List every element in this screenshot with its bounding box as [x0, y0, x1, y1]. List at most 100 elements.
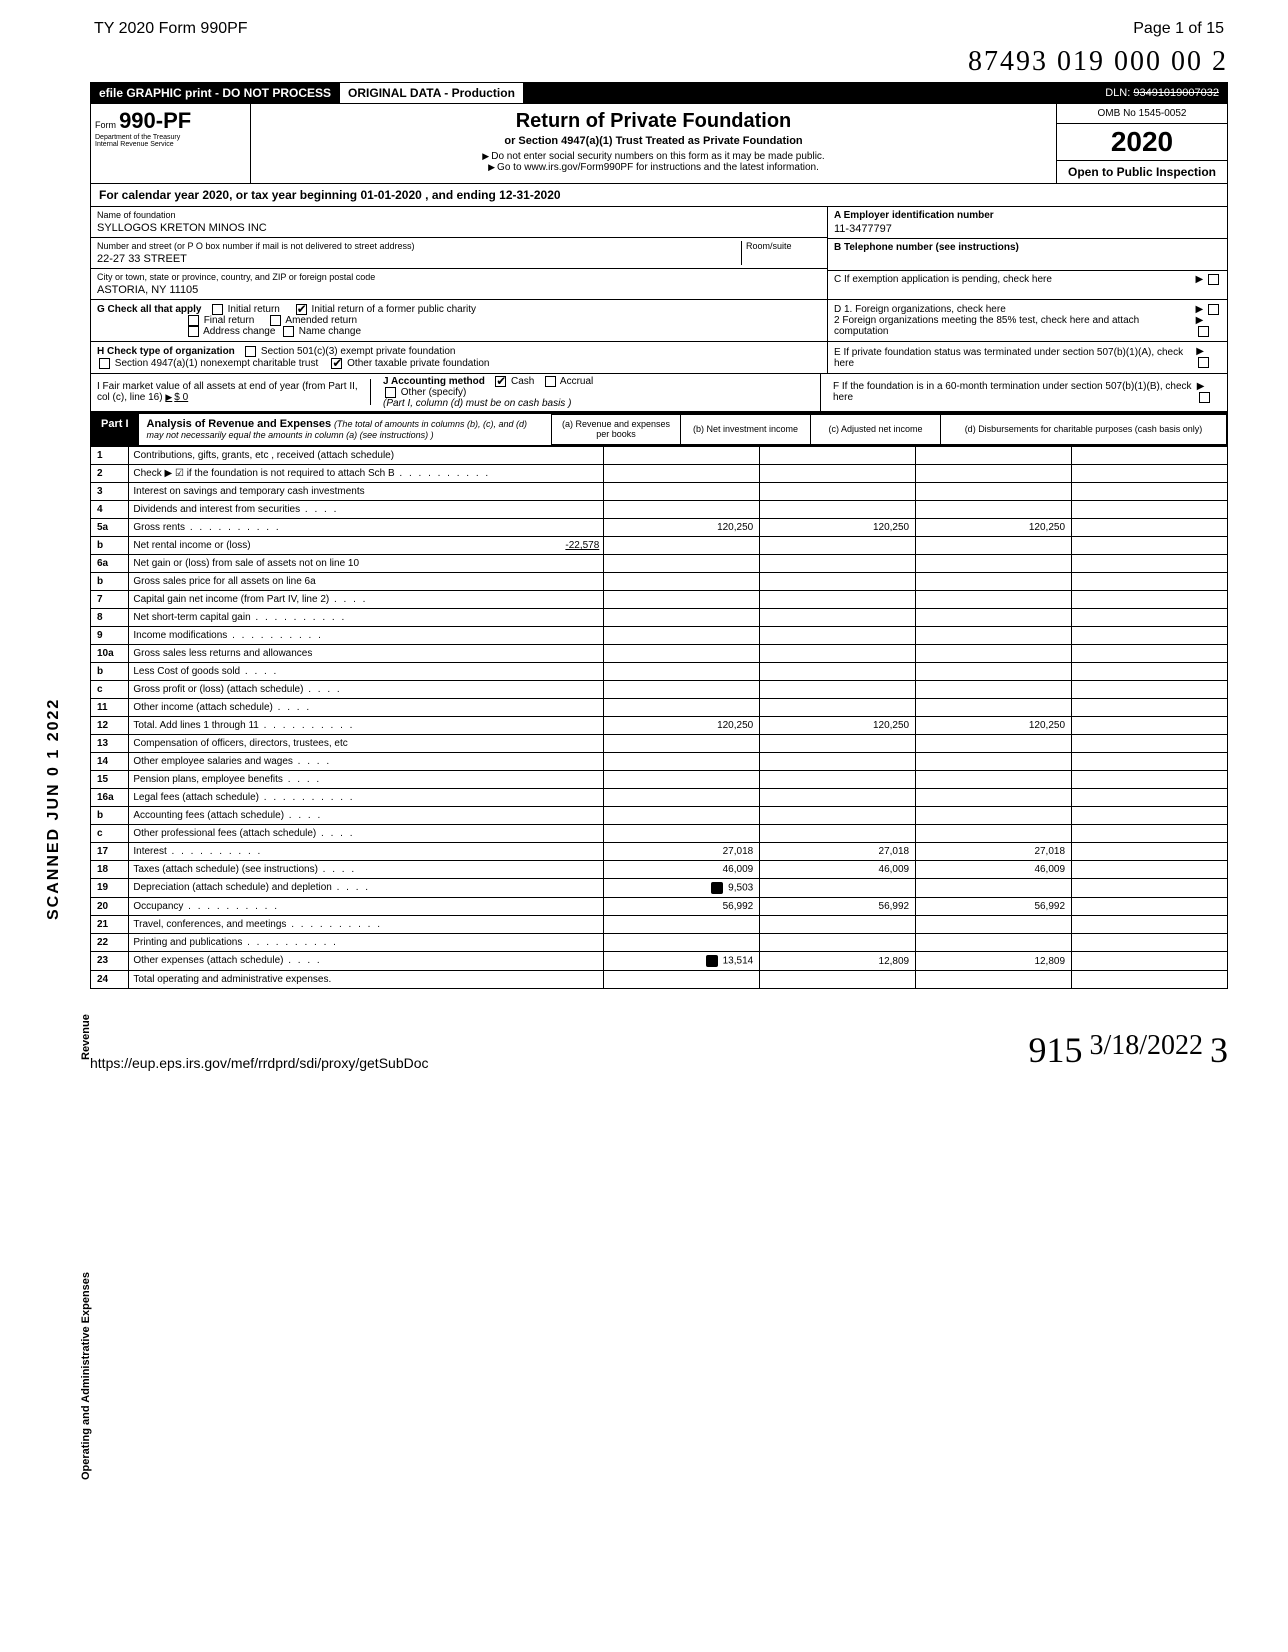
- scanned-stamp: SCANNED JUN 0 1 2022: [45, 698, 63, 920]
- checkbox-final-return[interactable]: [188, 315, 199, 326]
- line-label: Accounting fees (attach schedule): [129, 806, 604, 824]
- e-label: E If private foundation status was termi…: [834, 347, 1196, 369]
- section-i: I Fair market value of all assets at end…: [91, 379, 371, 405]
- col-c-cell: [916, 536, 1072, 554]
- col-b-cell: [760, 500, 916, 518]
- checkbox-d2[interactable]: [1198, 326, 1209, 337]
- col-d-cell: [1072, 806, 1228, 824]
- checkbox-name-change[interactable]: [283, 326, 294, 337]
- line-label: Capital gain net income (from Part IV, l…: [129, 590, 604, 608]
- checkbox-accrual[interactable]: [545, 376, 556, 387]
- col-a-cell: [604, 464, 760, 482]
- checkbox-e[interactable]: [1198, 357, 1209, 368]
- col-c-cell: [916, 500, 1072, 518]
- line-number: 17: [91, 842, 129, 860]
- col-c-cell: [916, 752, 1072, 770]
- col-d-cell: [1072, 734, 1228, 752]
- col-d-cell: [1072, 572, 1228, 590]
- col-c-cell: 12,809: [916, 951, 1072, 970]
- opt-other-accounting: Other (specify): [401, 387, 467, 398]
- line-row: 3Interest on savings and temporary cash …: [91, 482, 1228, 500]
- col-d-cell: [1072, 608, 1228, 626]
- line-row: 17Interest27,01827,01827,018: [91, 842, 1228, 860]
- col-a-cell: [604, 824, 760, 842]
- processing-bar: efile GRAPHIC print - DO NOT PROCESS ORI…: [90, 82, 1228, 104]
- col-c-cell: [916, 644, 1072, 662]
- line-row: 20Occupancy56,99256,99256,992: [91, 897, 1228, 915]
- col-d-cell: [1072, 752, 1228, 770]
- line-number: b: [91, 806, 129, 824]
- col-d-cell: [1072, 842, 1228, 860]
- col-d-header: (d) Disbursements for charitable purpose…: [941, 414, 1227, 445]
- line-label: Other professional fees (attach schedule…: [129, 824, 604, 842]
- line-row: 1Contributions, gifts, grants, etc , rec…: [91, 446, 1228, 464]
- line-label: Pension plans, employee benefits: [129, 770, 604, 788]
- col-a-cell: [604, 770, 760, 788]
- part1-title-box: Analysis of Revenue and Expenses (The to…: [139, 414, 551, 445]
- col-a-cell: [604, 970, 760, 988]
- line-row: 11Other income (attach schedule): [91, 698, 1228, 716]
- line-label: Other employee salaries and wages: [129, 752, 604, 770]
- col-c-cell: [916, 698, 1072, 716]
- col-b-cell: 27,018: [760, 842, 916, 860]
- opt-initial-return-former: Initial return of a former public charit…: [312, 304, 477, 315]
- col-a-cell: [604, 734, 760, 752]
- line-row: 12Total. Add lines 1 through 11120,25012…: [91, 716, 1228, 734]
- col-d-cell: [1072, 626, 1228, 644]
- checkbox-501c3[interactable]: [245, 346, 256, 357]
- line-number: 13: [91, 734, 129, 752]
- col-a-cell: [604, 590, 760, 608]
- col-c-cell: [916, 446, 1072, 464]
- col-b-cell: [760, 933, 916, 951]
- line-number: 21: [91, 915, 129, 933]
- col-b-cell: 120,250: [760, 518, 916, 536]
- part1-table: 1Contributions, gifts, grants, etc , rec…: [90, 446, 1228, 989]
- checkbox-amended-return[interactable]: [270, 315, 281, 326]
- line-number: 3: [91, 482, 129, 500]
- checkbox-address-change[interactable]: [188, 326, 199, 337]
- section-h: H Check type of organization Section 501…: [91, 342, 827, 372]
- col-d-cell: [1072, 482, 1228, 500]
- col-b-cell: [760, 464, 916, 482]
- col-b-cell: [760, 536, 916, 554]
- checkbox-other-taxable[interactable]: [331, 358, 342, 369]
- line-row: 6aNet gain or (loss) from sale of assets…: [91, 554, 1228, 572]
- col-c-cell: [916, 464, 1072, 482]
- line-number: 1: [91, 446, 129, 464]
- line-number: 14: [91, 752, 129, 770]
- checkbox-c[interactable]: [1208, 274, 1219, 285]
- form-prefix: Form: [95, 120, 116, 130]
- col-c-cell: [916, 824, 1072, 842]
- line-row: bLess Cost of goods sold: [91, 662, 1228, 680]
- checkbox-cash[interactable]: [495, 376, 506, 387]
- line-number: 16a: [91, 788, 129, 806]
- checkbox-initial-return-former[interactable]: [296, 304, 307, 315]
- line-number: 19: [91, 878, 129, 897]
- col-d-cell: [1072, 788, 1228, 806]
- checkbox-d1[interactable]: [1208, 304, 1219, 315]
- checkbox-4947a1[interactable]: [99, 358, 110, 369]
- line-label: Dividends and interest from securities: [129, 500, 604, 518]
- col-b-cell: [760, 590, 916, 608]
- checkbox-other-accounting[interactable]: [385, 387, 396, 398]
- line-row: 8Net short-term capital gain: [91, 608, 1228, 626]
- line-number: 9: [91, 626, 129, 644]
- checkbox-initial-return[interactable]: [212, 304, 223, 315]
- col-c-cell: [916, 572, 1072, 590]
- foundation-name-label: Name of foundation: [97, 210, 821, 220]
- col-a-cell: [604, 752, 760, 770]
- form-main-title: Return of Private Foundation: [257, 110, 1050, 133]
- line-label: Gross rents: [129, 518, 604, 536]
- col-a-cell: 120,250: [604, 716, 760, 734]
- open-public: Open to Public Inspection: [1057, 161, 1227, 183]
- col-a-cell: [604, 626, 760, 644]
- line-row: bNet rental income or (loss) -22,578: [91, 536, 1228, 554]
- col-d-cell: [1072, 662, 1228, 680]
- checkbox-f[interactable]: [1199, 392, 1210, 403]
- col-a-cell: [604, 698, 760, 716]
- source-url: https://eup.eps.irs.gov/mef/rrdprd/sdi/p…: [90, 1055, 429, 1071]
- col-c-cell: [916, 770, 1072, 788]
- col-a-cell: 56,992: [604, 897, 760, 915]
- line-label: Other expenses (attach schedule): [129, 951, 604, 970]
- col-b-cell: [760, 806, 916, 824]
